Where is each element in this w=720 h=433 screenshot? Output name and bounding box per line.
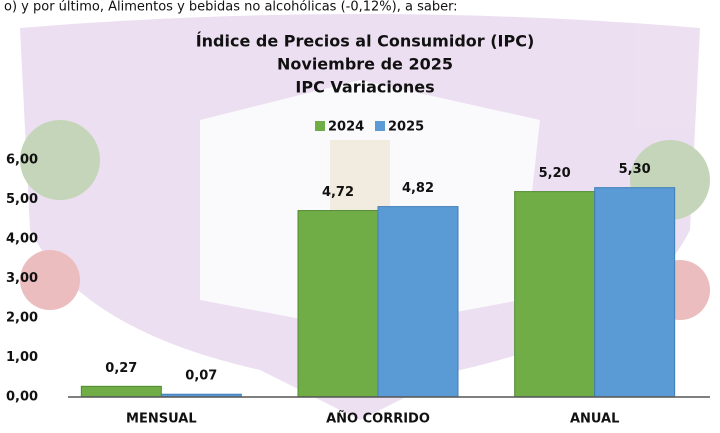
y-tick-label: 4,00 [6,232,38,247]
legend-label: 2025 [388,120,424,135]
x-tick-label: MENSUAL [126,412,197,427]
bar [298,211,378,397]
value-label: 4,72 [322,185,354,200]
legend-label: 2024 [328,120,364,135]
page: o) y por último, Alimentos y bebidas no … [0,0,720,433]
chart-title: Índice de Precios al Consumidor (IPC) [196,32,535,51]
value-label: 4,82 [402,181,434,196]
chart-title: Noviembre de 2025 [277,55,453,74]
bar [378,207,458,397]
value-label: 5,20 [539,166,571,181]
legend-swatch [375,121,385,131]
bar [81,386,161,397]
y-tick-label: 3,00 [6,271,38,286]
value-label: 0,27 [105,361,137,376]
bar [595,188,675,397]
y-tick-label: 5,00 [6,192,38,207]
y-tick-label: 1,00 [6,350,38,365]
value-label: 0,07 [185,369,217,384]
y-tick-label: 0,00 [6,390,38,405]
bar [515,192,595,397]
value-label: 5,30 [619,162,651,177]
legend-swatch [315,121,325,131]
x-tick-label: AÑO CORRIDO [326,411,430,427]
y-tick-label: 2,00 [6,311,38,326]
x-tick-label: ANUAL [570,412,619,427]
page-text: o) y por último, Alimentos y bebidas no … [4,0,458,15]
chart-title: IPC Variaciones [295,78,434,97]
chart: o) y por último, Alimentos y bebidas no … [0,0,720,433]
y-tick-label: 6,00 [6,153,38,168]
